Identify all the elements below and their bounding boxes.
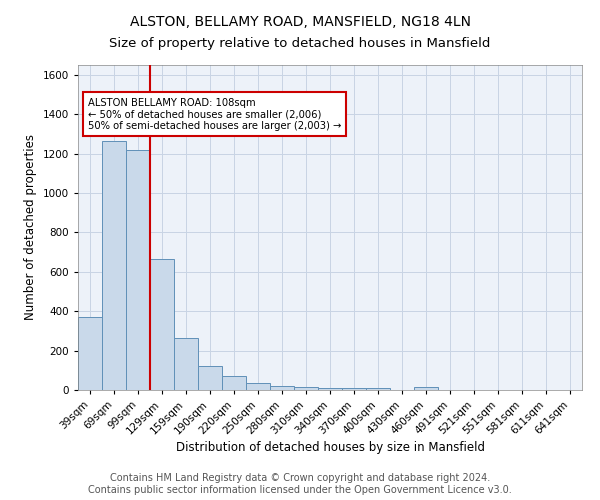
- Bar: [294, 387, 318, 390]
- Text: Contains HM Land Registry data © Crown copyright and database right 2024.
Contai: Contains HM Land Registry data © Crown c…: [88, 474, 512, 495]
- Text: ALSTON BELLAMY ROAD: 108sqm
← 50% of detached houses are smaller (2,006)
50% of : ALSTON BELLAMY ROAD: 108sqm ← 50% of det…: [88, 98, 341, 130]
- X-axis label: Distribution of detached houses by size in Mansfield: Distribution of detached houses by size …: [176, 442, 485, 454]
- Bar: [174, 338, 198, 390]
- Bar: [414, 387, 438, 390]
- Bar: [102, 141, 126, 390]
- Bar: [78, 317, 102, 390]
- Bar: [246, 383, 270, 390]
- Text: ALSTON, BELLAMY ROAD, MANSFIELD, NG18 4LN: ALSTON, BELLAMY ROAD, MANSFIELD, NG18 4L…: [130, 15, 470, 29]
- Bar: [318, 388, 342, 390]
- Bar: [150, 259, 174, 390]
- Bar: [366, 388, 390, 390]
- Bar: [222, 376, 246, 390]
- Bar: [126, 150, 150, 390]
- Y-axis label: Number of detached properties: Number of detached properties: [24, 134, 37, 320]
- Text: Size of property relative to detached houses in Mansfield: Size of property relative to detached ho…: [109, 38, 491, 51]
- Bar: [198, 366, 222, 390]
- Bar: [342, 388, 366, 390]
- Bar: [270, 386, 294, 390]
